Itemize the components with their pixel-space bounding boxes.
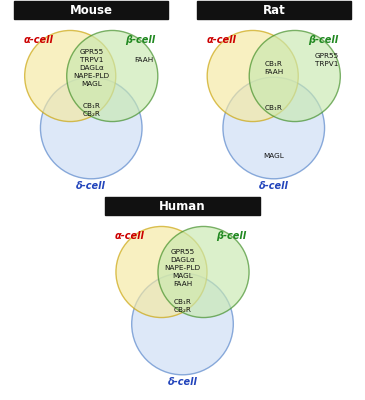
Ellipse shape xyxy=(223,77,324,179)
Ellipse shape xyxy=(25,30,116,122)
Ellipse shape xyxy=(41,77,142,179)
Text: GPR55
DAGLα
NAPE-PLD
MAGL
FAAH: GPR55 DAGLα NAPE-PLD MAGL FAAH xyxy=(165,250,200,286)
Ellipse shape xyxy=(158,226,249,318)
Text: α-cell: α-cell xyxy=(206,35,236,45)
Text: MAGL: MAGL xyxy=(264,153,284,159)
Text: CB₁R
CB₂R: CB₁R CB₂R xyxy=(82,103,100,117)
Ellipse shape xyxy=(132,273,233,375)
Text: CB₁R
CB₂R: CB₁R CB₂R xyxy=(174,299,191,313)
Text: β-cell: β-cell xyxy=(125,35,155,45)
FancyBboxPatch shape xyxy=(105,197,260,215)
Text: α-cell: α-cell xyxy=(24,35,54,45)
Text: GPR55
TRPV1: GPR55 TRPV1 xyxy=(314,53,338,67)
FancyBboxPatch shape xyxy=(14,1,168,19)
Text: Mouse: Mouse xyxy=(70,4,113,16)
Text: β-cell: β-cell xyxy=(216,231,247,241)
Text: GPR55
TRPV1
DAGLα
NAPE-PLD
MAGL: GPR55 TRPV1 DAGLα NAPE-PLD MAGL xyxy=(73,50,109,86)
Text: δ-cell: δ-cell xyxy=(168,377,197,387)
Text: δ-cell: δ-cell xyxy=(76,181,106,191)
Text: CB₁R: CB₁R xyxy=(265,105,283,111)
Text: δ-cell: δ-cell xyxy=(259,181,289,191)
Text: FAAH: FAAH xyxy=(134,57,153,63)
Ellipse shape xyxy=(67,30,158,122)
Ellipse shape xyxy=(207,30,298,122)
Text: α-cell: α-cell xyxy=(115,231,145,241)
Text: Human: Human xyxy=(159,200,206,212)
Ellipse shape xyxy=(249,30,340,122)
Text: β-cell: β-cell xyxy=(308,35,338,45)
FancyBboxPatch shape xyxy=(197,1,351,19)
Text: Rat: Rat xyxy=(262,4,285,16)
Text: CB₁R
FAAH: CB₁R FAAH xyxy=(264,61,283,75)
Ellipse shape xyxy=(116,226,207,318)
